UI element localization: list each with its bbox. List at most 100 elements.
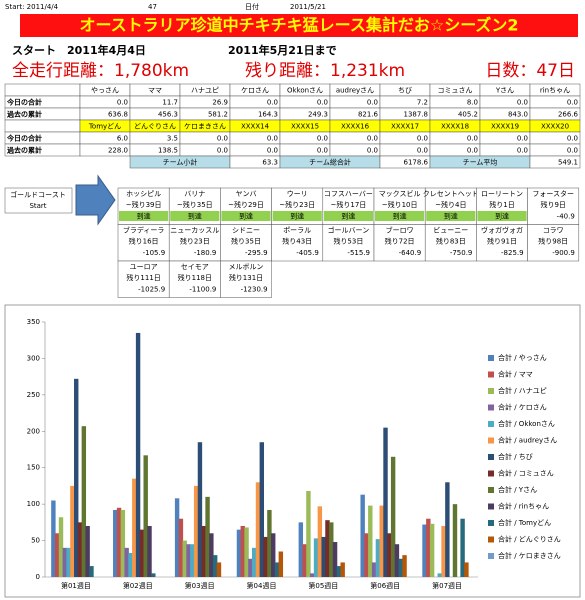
value: 164.3 (258, 111, 278, 119)
bar (255, 482, 261, 577)
bar (209, 533, 214, 577)
member-name: Tomyどん (88, 123, 121, 131)
stop-cell (527, 224, 580, 262)
legend-swatch (488, 404, 494, 411)
stop-cell (322, 224, 375, 262)
bar (394, 544, 400, 577)
stop-status: -105.9 (143, 249, 166, 257)
bar (186, 544, 191, 577)
stop-status: -1025.9 (138, 286, 165, 294)
bar (190, 544, 195, 577)
legend-label: 合計 / Okkonさん (498, 419, 555, 428)
bar (85, 526, 90, 577)
stop-name: ブラディーラ (123, 226, 165, 235)
stop-remaining: 残り91日 (487, 237, 517, 246)
bar (201, 526, 206, 577)
bar (329, 522, 334, 577)
row-label: 今日の合計 (6, 134, 42, 143)
legend-label: 合計 / Yさん (498, 485, 537, 494)
bar (74, 378, 79, 577)
value: 581.2 (208, 111, 228, 119)
row-label: 過去の累計 (6, 146, 42, 155)
stop-status: -900.9 (552, 249, 575, 257)
member-name: rinちゃん (540, 87, 570, 95)
value: 26.9 (212, 99, 228, 107)
days-text: 日数：47日 (485, 61, 575, 81)
stop-remaining: 残り72日 (385, 237, 415, 246)
stop-cell (168, 260, 221, 298)
team-label: チーム平均 (463, 158, 498, 167)
legend-swatch (488, 454, 494, 460)
legend-swatch (488, 437, 494, 444)
member-name: XXXX16 (341, 123, 370, 131)
stop-remaining: 残り53日 (333, 237, 363, 246)
value: 0.0 (367, 99, 378, 107)
stop-name: ゴールバーン (328, 226, 370, 235)
value: 249.3 (308, 111, 328, 119)
stop-remaining: 残り1日 (489, 200, 514, 209)
stop-remaining: 残り111日 (126, 273, 160, 282)
date-label: 日付 (245, 2, 259, 11)
bar (398, 558, 403, 577)
bar (317, 506, 323, 577)
bar (244, 527, 249, 577)
bar (147, 526, 152, 577)
value: 0.0 (517, 135, 528, 143)
bar (426, 518, 431, 577)
value: 405.2 (458, 111, 478, 119)
stop-status: 到達 (239, 212, 253, 221)
team-label: チーム総合計 (309, 158, 351, 167)
member-name: Okkonさん (287, 87, 323, 95)
stop-status: 到達 (290, 212, 304, 221)
bar (368, 505, 373, 577)
stop-name: ヴォガヴォガ (481, 226, 523, 235)
bar (274, 562, 280, 577)
bar (278, 551, 284, 577)
stop-name: ビューニー (433, 226, 468, 235)
value: 0.0 (367, 135, 378, 143)
legend-swatch (488, 503, 494, 510)
start-text: スタート 2011年4月4日 (12, 43, 146, 57)
stop-remaining: ~残り23日 (279, 200, 315, 209)
bar (89, 566, 94, 577)
title-bar (20, 14, 578, 37)
stop-name: ヤンバ (236, 190, 257, 198)
stop-remaining: ~残り35日 (177, 200, 213, 209)
start-label: Start: 2011/4/4 (5, 3, 59, 11)
value: 8.0 (467, 99, 478, 107)
bar (128, 552, 133, 577)
bar (383, 427, 388, 577)
legend-swatch (488, 487, 494, 493)
y-tick-label: 350 (27, 318, 40, 326)
stop-cell (476, 224, 528, 262)
stop-remaining: 残り131日 (229, 273, 263, 282)
stop-status: -640.9 (399, 249, 422, 257)
bar (379, 505, 384, 577)
header-label-cell (4, 119, 81, 133)
x-tick-label: 第07週目 (432, 581, 462, 590)
bar (212, 555, 218, 577)
stop-status: 到達 (188, 212, 202, 221)
value: 0.0 (367, 147, 378, 155)
stop-cell (271, 224, 324, 262)
value: 0.0 (567, 147, 578, 155)
member-name: XXXX20 (541, 123, 569, 131)
value: 0.0 (217, 135, 228, 143)
stop-status: -515.9 (347, 249, 370, 257)
reached-band (426, 211, 476, 221)
bar (336, 566, 342, 577)
legend-label: 合計 / rinちゃん (498, 502, 549, 511)
bar (402, 555, 407, 577)
member-name: XXXX18 (441, 123, 469, 131)
stop-name: ニューカッスル (170, 227, 219, 235)
legend-label: 合計 / どんぐりさん (498, 535, 561, 544)
bar (271, 533, 276, 577)
bar (236, 529, 242, 577)
bar (325, 520, 330, 577)
y-tick-label: 200 (27, 427, 40, 435)
bar (310, 573, 315, 577)
bar (54, 533, 60, 577)
stop-status: -405.9 (296, 249, 319, 257)
value: 0.0 (567, 99, 578, 107)
bar (216, 562, 222, 577)
